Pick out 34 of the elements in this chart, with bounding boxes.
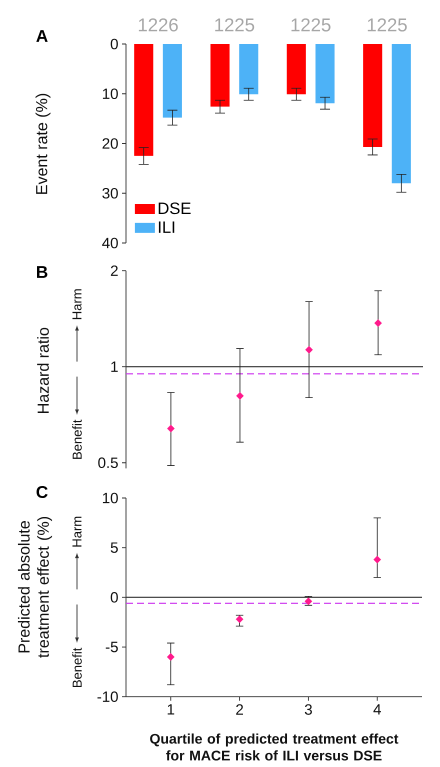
y-tick-label: 5 xyxy=(110,542,118,553)
x-tick-label: 2 xyxy=(236,704,244,715)
text: Harm xyxy=(72,289,82,320)
y-tick-label: 0 xyxy=(110,592,118,603)
chart-title: C xyxy=(36,486,48,498)
y-tick-label: 10 xyxy=(102,492,118,504)
y-tick-label: 0.5 xyxy=(98,457,118,468)
text: Benefit xyxy=(72,420,82,459)
y-tick-label: 40 xyxy=(102,238,118,248)
y-tick-label: -5 xyxy=(106,642,118,652)
text: Benefit xyxy=(72,648,82,688)
text: Harm xyxy=(72,516,82,547)
legend-label: DSE xyxy=(158,202,191,214)
y-axis-title: Event rate (%) xyxy=(36,94,50,194)
y-tick-label: 1 xyxy=(111,362,118,372)
x-tick-label: 1 xyxy=(168,704,174,715)
y-tick-label: 20 xyxy=(102,138,118,149)
y-axis-title: Predicted absolute treatment effect (%) xyxy=(18,517,52,658)
chart-title: A xyxy=(36,30,48,42)
y-tick-label: 0 xyxy=(110,38,118,50)
x-axis-title: Quartile of predicted treatment effect for MACE risk of ILI versus DSE xyxy=(150,733,398,761)
x-tick-label: 1226 xyxy=(138,18,178,32)
y-tick-label: 10 xyxy=(102,88,118,100)
x-tick-label: 4 xyxy=(373,704,381,715)
y-axis-title: Hazard ratio xyxy=(37,328,49,413)
x-tick-label: 1225 xyxy=(215,18,254,32)
x-tick-label: 1225 xyxy=(368,18,407,32)
chart-title: B xyxy=(37,266,48,278)
legend-label: ILI xyxy=(158,221,174,233)
x-tick-label: 3 xyxy=(304,704,312,715)
y-tick-label: 2 xyxy=(110,265,118,276)
y-tick-label: -10 xyxy=(97,691,118,702)
x-tick-label: 1225 xyxy=(292,18,330,32)
y-tick-label: 30 xyxy=(102,188,118,199)
